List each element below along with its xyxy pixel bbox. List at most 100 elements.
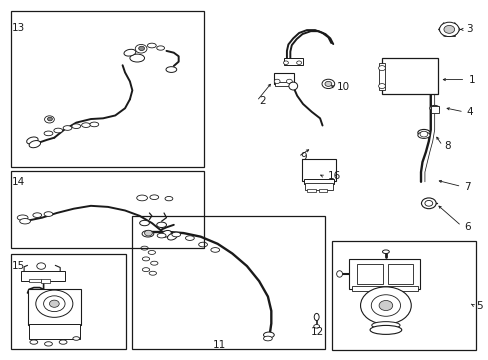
Bar [381, 58, 437, 94]
Bar [11, 12, 203, 167]
Ellipse shape [142, 268, 149, 272]
Ellipse shape [371, 321, 399, 329]
Ellipse shape [336, 271, 342, 277]
Bar [351, 286, 417, 291]
Ellipse shape [288, 82, 297, 90]
Ellipse shape [59, 340, 67, 344]
Circle shape [36, 290, 73, 318]
Circle shape [430, 106, 437, 111]
Circle shape [286, 79, 292, 84]
Ellipse shape [157, 46, 164, 50]
Ellipse shape [90, 122, 99, 127]
Bar [302, 159, 335, 181]
Circle shape [325, 81, 331, 86]
Circle shape [322, 79, 334, 89]
Bar [132, 216, 325, 348]
Ellipse shape [157, 233, 165, 238]
Text: 12: 12 [310, 327, 323, 337]
Text: 15: 15 [11, 261, 24, 271]
Bar [305, 183, 332, 190]
Text: 10: 10 [336, 82, 349, 92]
Ellipse shape [149, 271, 156, 275]
Bar [430, 106, 438, 113]
Ellipse shape [137, 195, 147, 201]
Bar [27, 289, 81, 325]
Bar [29, 279, 41, 282]
Ellipse shape [198, 242, 207, 247]
Text: 13: 13 [11, 23, 24, 33]
Circle shape [47, 117, 52, 121]
Bar [11, 253, 126, 348]
Ellipse shape [150, 261, 158, 265]
Ellipse shape [157, 222, 166, 228]
Bar [331, 241, 475, 350]
Text: 11: 11 [212, 340, 225, 350]
Ellipse shape [142, 230, 154, 237]
Text: 7: 7 [463, 182, 469, 192]
Circle shape [419, 131, 427, 137]
Text: 1: 1 [468, 75, 474, 85]
Ellipse shape [124, 49, 136, 56]
Bar [273, 73, 294, 84]
Bar [283, 58, 303, 65]
Ellipse shape [54, 128, 62, 133]
Ellipse shape [369, 325, 401, 334]
Circle shape [378, 66, 385, 71]
Ellipse shape [185, 236, 194, 240]
Ellipse shape [150, 195, 158, 199]
Circle shape [37, 263, 45, 269]
Ellipse shape [140, 220, 149, 226]
Ellipse shape [417, 130, 429, 136]
Bar [348, 259, 419, 289]
Text: 14: 14 [11, 177, 24, 187]
Bar [29, 324, 80, 338]
Text: 3: 3 [466, 24, 472, 35]
Text: 8: 8 [444, 141, 450, 151]
Ellipse shape [263, 336, 272, 341]
Ellipse shape [417, 132, 429, 138]
Bar [41, 279, 50, 283]
Ellipse shape [148, 251, 155, 255]
Ellipse shape [164, 197, 172, 201]
Text: 2: 2 [259, 96, 265, 106]
Ellipse shape [44, 131, 53, 136]
Ellipse shape [63, 126, 72, 130]
Circle shape [139, 46, 144, 50]
Ellipse shape [73, 337, 80, 340]
Bar [304, 179, 333, 184]
Ellipse shape [313, 324, 319, 328]
Ellipse shape [162, 230, 171, 237]
Ellipse shape [20, 219, 30, 224]
Ellipse shape [147, 43, 156, 48]
Circle shape [424, 201, 432, 206]
Ellipse shape [27, 137, 38, 144]
Ellipse shape [72, 124, 81, 129]
Ellipse shape [263, 332, 274, 338]
Ellipse shape [429, 105, 439, 111]
Circle shape [378, 301, 392, 311]
Text: 4: 4 [466, 107, 472, 117]
Circle shape [421, 198, 435, 209]
Bar [318, 189, 327, 192]
Circle shape [378, 84, 385, 89]
Ellipse shape [171, 232, 180, 237]
Ellipse shape [44, 212, 53, 216]
Circle shape [439, 22, 458, 37]
Circle shape [443, 26, 454, 33]
Ellipse shape [314, 314, 319, 320]
Ellipse shape [165, 67, 176, 72]
Ellipse shape [382, 250, 388, 253]
Ellipse shape [210, 248, 219, 252]
Bar [306, 189, 315, 192]
Ellipse shape [44, 342, 52, 346]
Circle shape [283, 61, 288, 64]
Ellipse shape [141, 246, 148, 250]
Circle shape [135, 44, 147, 53]
Ellipse shape [17, 215, 28, 220]
Text: 6: 6 [463, 222, 469, 231]
Bar [11, 171, 203, 248]
Circle shape [360, 287, 410, 324]
Circle shape [296, 61, 301, 64]
Ellipse shape [142, 257, 149, 261]
Bar [21, 271, 65, 281]
